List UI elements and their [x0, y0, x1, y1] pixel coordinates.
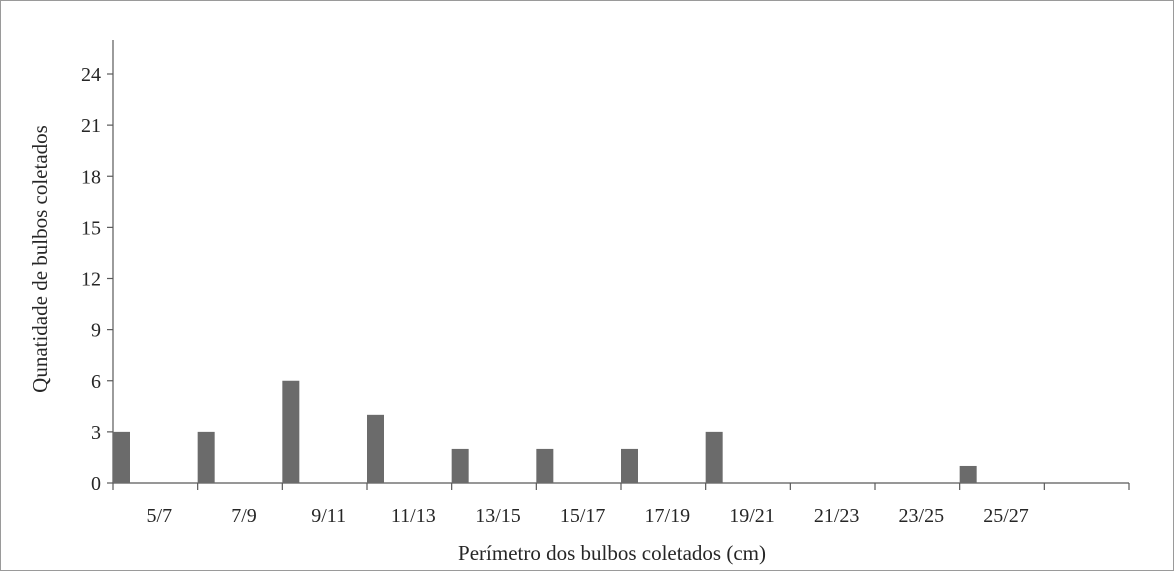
y-tick-label: 21	[81, 115, 101, 137]
bar	[113, 431, 130, 483]
x-tick-label: 25/27	[983, 505, 1029, 527]
bar	[451, 448, 469, 483]
x-tick-label: 13/15	[475, 505, 521, 527]
y-tick-label: 3	[91, 422, 101, 444]
bars	[113, 380, 977, 483]
x-tick-label: 15/17	[560, 505, 606, 527]
bar	[705, 431, 723, 483]
y-tick-label: 18	[81, 166, 101, 188]
y-tick-label: 12	[81, 269, 101, 291]
y-tick-labels: 0 3 6 9 12 15 18 21 24	[81, 64, 101, 495]
bar	[621, 448, 638, 483]
x-tick-label: 23/25	[899, 505, 945, 527]
y-axis-title: Qunatidade de bulbos coletados	[28, 125, 52, 393]
x-tick-label: 21/23	[814, 505, 860, 527]
x-tick-label: 7/9	[231, 505, 257, 527]
x-axis-title: Perímetro dos bulbos coletados (cm)	[458, 541, 766, 565]
x-tick-label: 5/7	[147, 505, 173, 527]
y-tick-label: 24	[81, 64, 101, 86]
y-tick-label: 6	[91, 371, 101, 393]
bar	[282, 380, 300, 483]
bar	[197, 431, 215, 483]
x-tick-label: 9/11	[311, 505, 346, 527]
bar	[959, 465, 977, 483]
y-tick-label: 15	[81, 217, 101, 239]
x-tick-label: 11/13	[391, 505, 436, 527]
bar	[536, 448, 554, 483]
x-tick-labels: 5/7 7/9 9/11 11/13 13/15 15/17 17/19 19/21 21/23…	[147, 505, 1029, 527]
bar	[367, 414, 384, 483]
y-tick-label: 9	[91, 320, 101, 342]
y-tick-label: 0	[91, 473, 101, 495]
axes	[107, 40, 1130, 490]
x-tick-label: 17/19	[645, 505, 691, 527]
x-tick-label: 19/21	[729, 505, 775, 527]
